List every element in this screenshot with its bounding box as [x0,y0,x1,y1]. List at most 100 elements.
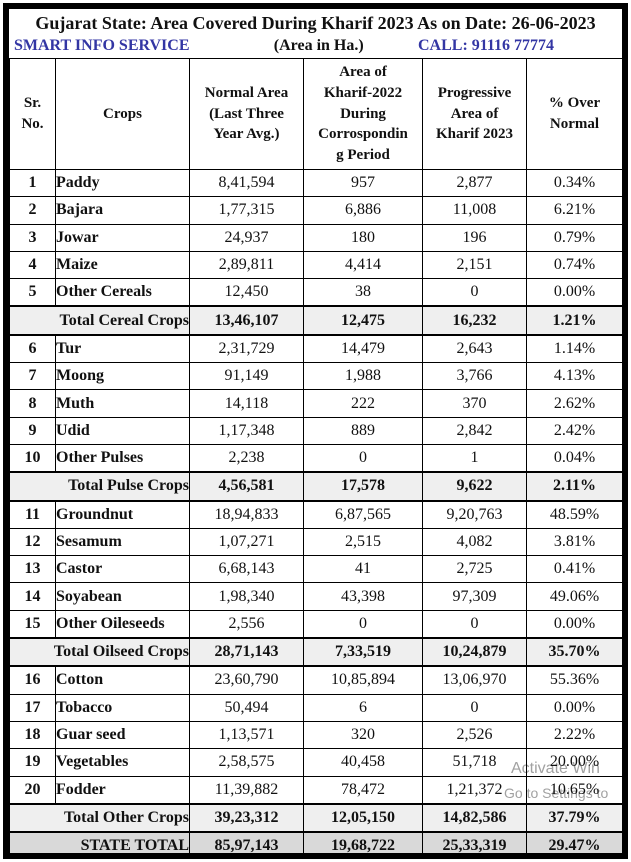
column-header-2: Normal Area (Last Three Year Avg.) [189,58,304,170]
page-title: Gujarat State: Area Covered During Khari… [35,13,596,33]
table-row: 8 Muth 14,118 222 370 2.62% [9,389,622,418]
kharif2023-area-cell: 14,82,586 [422,802,527,834]
table-row: 6 Tur 2,31,729 14,479 2,643 1.14% [9,334,622,364]
kharif2023-area-cell: 196 [422,223,527,252]
kharif2023-area-cell: 10,24,879 [422,637,527,668]
normal-area-cell: 50,494 [189,693,304,722]
kharif2023-area-cell: 4,082 [422,527,527,557]
kharif2023-area-cell: 1,21,372 [422,775,527,805]
table-row: 7 Moong 91,149 1,988 3,766 4.13% [9,362,622,391]
sr-no-cell: 13 [9,555,56,584]
total-label-cell: Total Other Crops [9,802,190,834]
kharif2022-area-cell: 38 [303,278,423,307]
title-subline: SMART INFO SERVICE (Area in Ha.) CALL: 9… [9,35,622,57]
pct-over-normal-cell: 1.14% [526,334,622,364]
kharif2023-area-cell: 2,643 [422,334,527,364]
table-row: 10 Other Pulses 2,238 0 1 0.04% [9,443,622,473]
normal-area-cell: 4,56,581 [189,471,304,502]
sr-no-cell: 7 [9,362,56,391]
kharif2022-area-cell: 19,68,722 [303,831,423,853]
kharif2023-area-cell: 2,842 [422,416,527,445]
normal-area-cell: 6,68,143 [189,555,304,584]
pct-over-normal-cell: 2.62% [526,389,622,418]
crop-name-cell: Jowar [55,223,190,252]
normal-area-cell: 24,937 [189,223,304,252]
table-row: 19 Vegetables 2,58,575 40,458 51,718 20.00% [9,748,622,777]
total-label-cell: Total Pulse Crops [9,471,190,502]
normal-area-cell: 1,13,571 [189,720,304,750]
normal-area-cell: 1,17,348 [189,416,304,445]
column-header-0: Sr. No. [9,58,56,170]
pct-over-normal-cell: 48.59% [526,500,622,529]
kharif2023-area-cell: 51,718 [422,748,527,777]
kharif2022-area-cell: 1,988 [303,362,423,391]
table-row: 12 Sesamum 1,07,271 2,515 4,082 3.81% [9,527,622,557]
pct-over-normal-cell: 6.21% [526,196,622,225]
pct-over-normal-cell: 0.79% [526,223,622,252]
kharif2022-area-cell: 957 [303,168,423,198]
kharif2023-area-cell: 97,309 [422,582,527,611]
crop-name-cell: Cotton [55,665,190,695]
kharif2022-area-cell: 17,578 [303,471,423,502]
kharif2023-area-cell: 1 [422,443,527,473]
table-row: 13 Castor 6,68,143 41 2,725 0.41% [9,555,622,584]
pct-over-normal-cell: 20.00% [526,748,622,777]
kharif2022-area-cell: 6 [303,693,423,722]
crop-name-cell: Udid [55,416,190,445]
brand-name: SMART INFO SERVICE [14,37,190,54]
crop-name-cell: Muth [55,389,190,418]
table-row: 11 Groundnut 18,94,833 6,87,565 9,20,763 48.5… [9,500,622,529]
state-total-row: STATE TOTAL 85,97,143 19,68,722 25,33,319 29… [9,831,622,853]
kharif2022-area-cell: 12,475 [303,305,423,336]
pct-over-normal-cell: 0.04% [526,443,622,473]
normal-area-cell: 18,94,833 [189,500,304,529]
column-header-4: Progressive Area of Kharif 2023 [422,58,527,170]
kharif2023-area-cell: 0 [422,693,527,722]
kharif2023-area-cell: 16,232 [422,305,527,336]
pct-over-normal-cell: 2.22% [526,720,622,750]
sr-no-cell: 16 [9,665,56,695]
pct-over-normal-cell: 0.00% [526,693,622,722]
sr-no-cell: 4 [9,250,56,280]
sr-no-cell: 17 [9,693,56,722]
crop-name-cell: Guar seed [55,720,190,750]
crop-name-cell: Fodder [55,775,190,805]
normal-area-cell: 13,46,107 [189,305,304,336]
total-label-cell: STATE TOTAL [9,831,190,853]
normal-area-cell: 1,77,315 [189,196,304,225]
normal-area-cell: 91,149 [189,362,304,391]
pct-over-normal-cell: 4.13% [526,362,622,391]
table-row: 9 Udid 1,17,348 889 2,842 2.42% [9,416,622,445]
call-number: CALL: 91116 77774 [417,37,554,54]
kharif2022-area-cell: 0 [303,609,423,639]
normal-area-cell: 11,39,882 [189,775,304,805]
normal-area-cell: 2,89,811 [189,250,304,280]
section-total-row: Total Oilseed Crops 28,71,143 7,33,519 10,2… [9,637,622,668]
column-header-3: Area of Kharif-2022 During Corrospondin … [303,58,423,170]
kharif2022-area-cell: 222 [303,389,423,418]
normal-area-cell: 23,60,790 [189,665,304,695]
sr-no-cell: 19 [9,748,56,777]
kharif2023-area-cell: 0 [422,278,527,307]
total-label-cell: Total Oilseed Crops [9,637,190,668]
section-total-row: Total Pulse Crops 4,56,581 17,578 9,622 2.11… [9,471,622,502]
table-row: 20 Fodder 11,39,882 78,472 1,21,372 10.65% [9,775,622,805]
table-row: 1 Paddy 8,41,594 957 2,877 0.34% [9,168,622,198]
kharif2022-area-cell: 6,87,565 [303,500,423,529]
sr-no-cell: 12 [9,527,56,557]
pct-over-normal-cell: 1.21% [526,305,622,336]
kharif2022-area-cell: 0 [303,443,423,473]
table-row: 4 Maize 2,89,811 4,414 2,151 0.74% [9,250,622,280]
normal-area-cell: 2,58,575 [189,748,304,777]
normal-area-cell: 39,23,312 [189,802,304,834]
pct-over-normal-cell: 49.06% [526,582,622,611]
table-row: 15 Other Oileseeds 2,556 0 0 0.00% [9,609,622,639]
kharif2023-area-cell: 2,151 [422,250,527,280]
sr-no-cell: 14 [9,582,56,611]
crop-name-cell: Moong [55,362,190,391]
pct-over-normal-cell: 0.00% [526,609,622,639]
kharif2022-area-cell: 4,414 [303,250,423,280]
report-frame: Gujarat State: Area Covered During Khari… [3,3,628,859]
normal-area-cell: 8,41,594 [189,168,304,198]
